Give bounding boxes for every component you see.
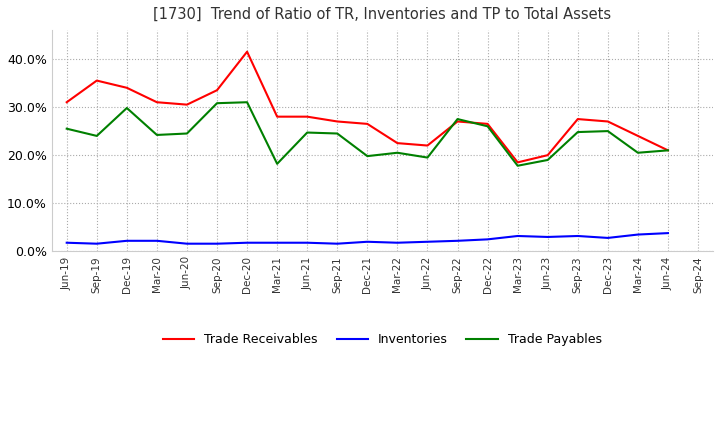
Trade Receivables — [544, 153, 552, 158]
Inventories — [603, 235, 612, 241]
Trade Payables — [303, 130, 312, 135]
Inventories — [634, 232, 642, 237]
Inventories — [183, 241, 192, 246]
Inventories — [153, 238, 161, 243]
Trade Receivables — [483, 121, 492, 127]
Trade Receivables — [363, 121, 372, 127]
Trade Payables — [63, 126, 71, 131]
Inventories — [333, 241, 341, 246]
Inventories — [453, 238, 462, 243]
Inventories — [363, 239, 372, 244]
Inventories — [393, 240, 402, 246]
Trade Receivables — [212, 88, 221, 93]
Trade Payables — [273, 161, 282, 166]
Trade Receivables — [243, 49, 251, 55]
Trade Receivables — [664, 148, 672, 153]
Trade Receivables — [573, 117, 582, 122]
Trade Receivables — [183, 102, 192, 107]
Trade Receivables — [513, 160, 522, 165]
Inventories — [513, 233, 522, 238]
Trade Payables — [664, 148, 672, 153]
Trade Payables — [634, 150, 642, 155]
Trade Receivables — [603, 119, 612, 124]
Trade Payables — [212, 101, 221, 106]
Trade Payables — [483, 124, 492, 129]
Trade Receivables — [393, 140, 402, 146]
Trade Payables — [573, 129, 582, 135]
Trade Payables — [544, 158, 552, 163]
Trade Receivables — [423, 143, 432, 148]
Trade Payables — [423, 155, 432, 160]
Trade Receivables — [122, 85, 131, 91]
Inventories — [212, 241, 221, 246]
Trade Receivables — [303, 114, 312, 119]
Inventories — [63, 240, 71, 246]
Trade Payables — [513, 163, 522, 169]
Inventories — [423, 239, 432, 244]
Trade Receivables — [634, 133, 642, 139]
Trade Payables — [393, 150, 402, 155]
Inventories — [483, 237, 492, 242]
Trade Receivables — [63, 99, 71, 105]
Trade Receivables — [153, 99, 161, 105]
Line: Inventories: Inventories — [67, 233, 668, 244]
Inventories — [92, 241, 101, 246]
Trade Payables — [183, 131, 192, 136]
Inventories — [573, 233, 582, 238]
Inventories — [544, 235, 552, 240]
Inventories — [273, 240, 282, 246]
Trade Payables — [453, 117, 462, 122]
Inventories — [664, 231, 672, 236]
Trade Receivables — [333, 119, 341, 124]
Trade Payables — [122, 105, 131, 110]
Trade Payables — [363, 154, 372, 159]
Inventories — [243, 240, 251, 246]
Trade Payables — [92, 133, 101, 139]
Title: [1730]  Trend of Ratio of TR, Inventories and TP to Total Assets: [1730] Trend of Ratio of TR, Inventories… — [153, 7, 611, 22]
Trade Payables — [153, 132, 161, 138]
Inventories — [303, 240, 312, 246]
Line: Trade Payables: Trade Payables — [67, 102, 668, 166]
Legend: Trade Receivables, Inventories, Trade Payables: Trade Receivables, Inventories, Trade Pa… — [158, 329, 607, 352]
Trade Receivables — [92, 78, 101, 83]
Inventories — [122, 238, 131, 243]
Trade Payables — [333, 131, 341, 136]
Trade Receivables — [273, 114, 282, 119]
Trade Payables — [603, 128, 612, 134]
Trade Receivables — [453, 119, 462, 124]
Trade Payables — [243, 99, 251, 105]
Line: Trade Receivables: Trade Receivables — [67, 52, 668, 162]
